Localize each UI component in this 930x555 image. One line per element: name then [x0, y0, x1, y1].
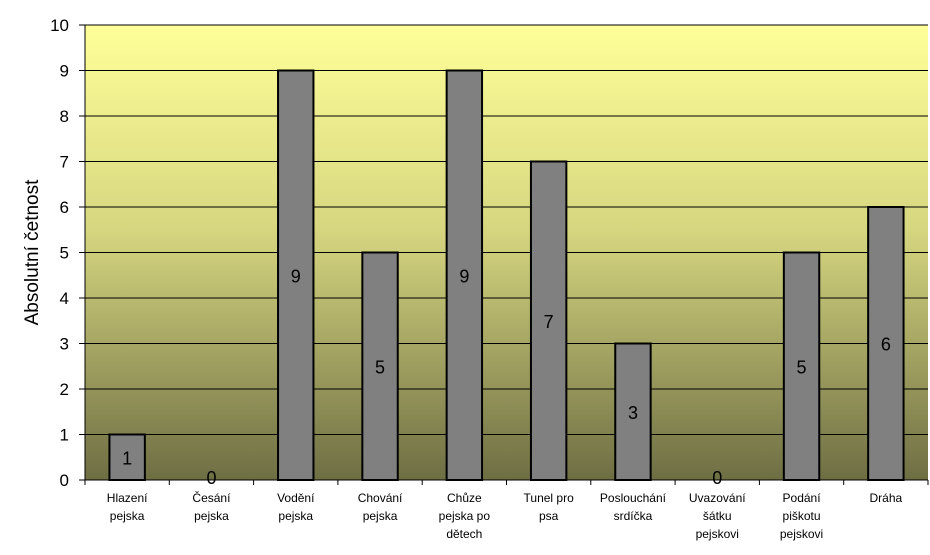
- data-labels: 1 0 9 5 9 7 3 0 5 6: [122, 266, 891, 488]
- bar: [445, 69, 484, 481]
- data-label: 0: [206, 468, 216, 488]
- data-label: 9: [459, 266, 469, 286]
- data-label: 5: [797, 357, 807, 377]
- x-tick-label: Chůze pejska po dětech: [439, 491, 491, 541]
- bar: [614, 342, 652, 481]
- x-tick-label: Podání piškotu pejskovi: [780, 491, 823, 541]
- bar: [277, 69, 315, 481]
- data-label: 5: [375, 357, 385, 377]
- bar: [361, 251, 399, 481]
- bar: [782, 251, 821, 481]
- y-tick-label: 6: [60, 198, 69, 217]
- y-tick-label: 9: [60, 62, 69, 81]
- data-label: 1: [122, 448, 132, 468]
- y-tick-label: 2: [60, 380, 69, 399]
- y-tick-label: 0: [60, 471, 69, 490]
- y-tick-label: 3: [60, 335, 69, 354]
- y-tick-label: 7: [60, 153, 69, 172]
- data-label: 3: [628, 403, 638, 423]
- y-axis-label: Absolutní četnost: [22, 179, 43, 325]
- x-tick-labels: Hlazení pejska Česání pejska Vodění pejska Cho…: [107, 490, 903, 541]
- bar: [529, 160, 568, 481]
- y-tick-label: 4: [60, 289, 69, 308]
- data-label: 6: [881, 335, 891, 355]
- x-tick-label: Chování pejska: [358, 491, 403, 523]
- bar: [108, 433, 146, 481]
- y-tick-label: 5: [60, 244, 69, 263]
- x-tick-label: Hlazení pejska: [107, 491, 148, 523]
- gridlines: [85, 24, 928, 435]
- data-label: 7: [544, 312, 554, 332]
- bar: [867, 206, 905, 481]
- y-tick-label: 8: [60, 107, 69, 126]
- x-tick-label: Tunel pro psa: [524, 491, 575, 523]
- y-tick-labels: 0 1 2 3 4 5 6 7 8 9 10: [50, 16, 69, 490]
- y-tick-label: 1: [60, 426, 69, 445]
- y-tick-label: 10: [50, 16, 69, 35]
- data-label: 0: [712, 468, 722, 488]
- x-tick-label: Vodění pejska: [277, 491, 315, 523]
- x-tick-label: Uvazování šátku pejskovi: [689, 491, 746, 541]
- bars: [108, 69, 905, 481]
- x-tick-label: Poslouchání srdíčka: [600, 491, 667, 523]
- x-tick-label: Dráha: [870, 491, 903, 505]
- x-tick-label: Česání pejska: [192, 490, 231, 523]
- data-label: 9: [291, 266, 301, 286]
